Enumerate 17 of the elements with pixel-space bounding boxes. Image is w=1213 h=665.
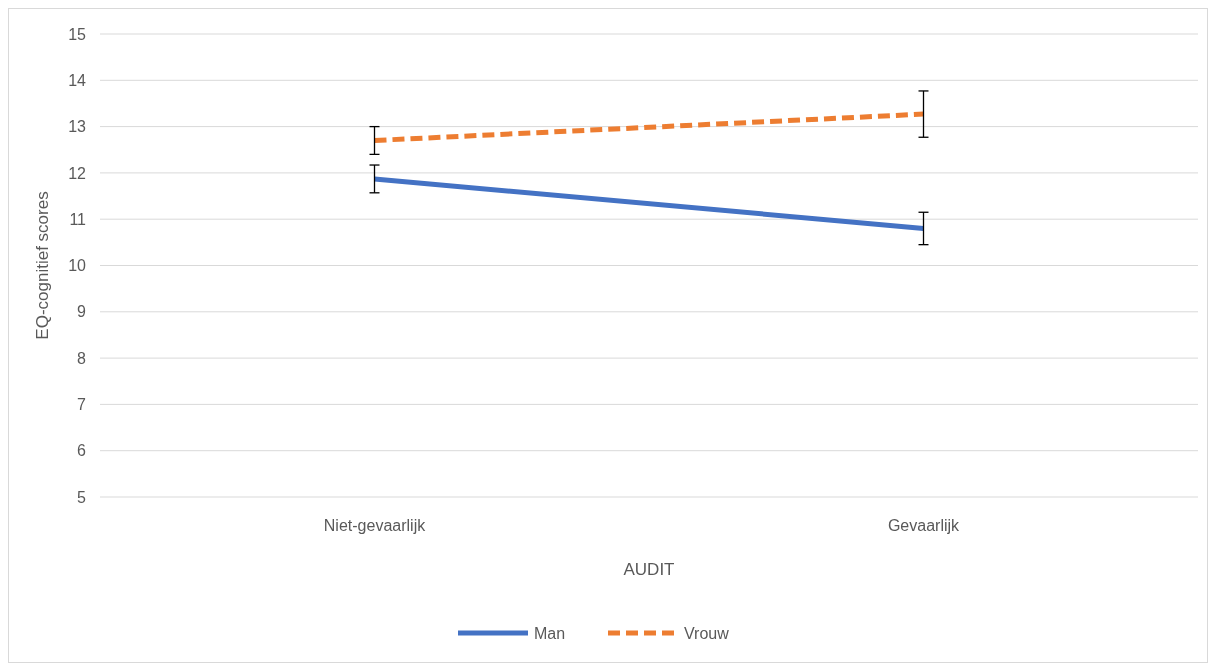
x-axis-title: AUDIT <box>623 560 675 579</box>
y-tick-label: 13 <box>68 118 87 136</box>
x-tick-label: Niet-gevaarlijk <box>323 517 427 534</box>
legend-label: Vrouw <box>684 624 730 642</box>
y-tick-label: 11 <box>69 210 87 228</box>
y-tick-label: 12 <box>68 164 87 182</box>
legend-label: Man <box>534 624 566 642</box>
y-tick-label: 7 <box>77 396 87 413</box>
y-tick-label: 8 <box>77 349 87 367</box>
x-tick-label: Gevaarlijk <box>887 517 961 534</box>
y-tick-label: 5 <box>77 488 87 506</box>
y-tick-label: 6 <box>77 442 87 460</box>
y-tick-label: 10 <box>68 257 87 275</box>
y-tick-label: 15 <box>68 25 87 43</box>
y-axis-title: EQ-cognitief scores <box>33 191 52 340</box>
y-tick-label: 14 <box>68 71 87 89</box>
y-tick-label: 9 <box>77 303 87 321</box>
